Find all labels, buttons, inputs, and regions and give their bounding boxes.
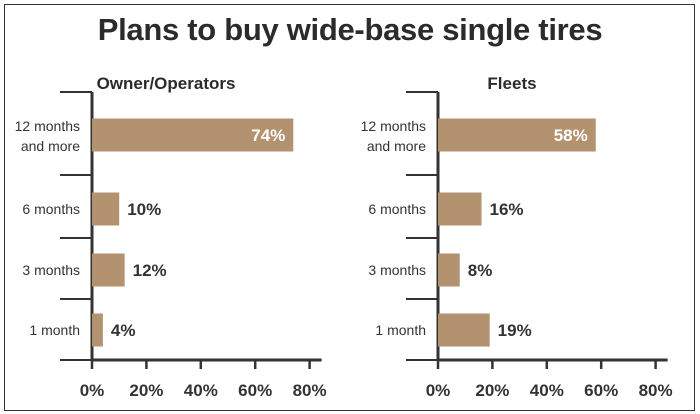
panel-1-x-tick-label: 80% — [293, 381, 327, 400]
panel-1-bar — [92, 118, 294, 152]
panel-2-x-tick-label: 0% — [426, 381, 451, 400]
panel-2-category-label: 12 months — [361, 118, 426, 134]
panel-2-title: Fleets — [487, 74, 536, 93]
panel-1-value-label: 74% — [251, 126, 285, 145]
panel-1-x-tick-label: 40% — [184, 381, 218, 400]
panel-2-x-tick-label: 40% — [530, 381, 564, 400]
panel-1-x-tick-label: 20% — [129, 381, 163, 400]
panel-2-x-tick-label: 60% — [584, 381, 618, 400]
panel-1-x-tick-label: 60% — [238, 381, 272, 400]
panel-2-value-label: 16% — [490, 200, 524, 219]
panel-2-value-label: 19% — [498, 321, 532, 340]
panel-1-category-label: 6 months — [22, 201, 80, 217]
panel-2-value-label: 8% — [468, 261, 493, 280]
panel-1-bar — [92, 192, 120, 226]
panel-2-category-label: 3 months — [368, 262, 426, 278]
panel-1-x-tick-label: 0% — [80, 381, 105, 400]
panel-1-category-label: 1 month — [29, 322, 80, 338]
panel-2-bar — [438, 313, 490, 347]
panel-1-category-label: 12 months — [15, 118, 80, 134]
panel-2-category-label: 6 months — [368, 201, 426, 217]
panel-1-bar — [92, 313, 103, 347]
panel-1-category-label: and more — [21, 138, 80, 154]
panel-2-value-label: 58% — [554, 126, 588, 145]
panel-2-bar — [438, 253, 460, 287]
panel-2-bar — [438, 118, 596, 152]
panel-1-value-label: 10% — [127, 200, 161, 219]
panel-2-x-tick-label: 20% — [475, 381, 509, 400]
panel-2-bar — [438, 192, 482, 226]
panel-2-x-tick-label: 80% — [639, 381, 673, 400]
panel-2-category-label: 1 month — [375, 322, 426, 338]
panel-1-value-label: 12% — [133, 261, 167, 280]
panel-2-category-label: and more — [367, 138, 426, 154]
panel-1-title: Owner/Operators — [97, 74, 236, 93]
chart-title: Plans to buy wide-base single tires — [97, 12, 603, 47]
panel-1-category-label: 3 months — [22, 262, 80, 278]
panel-1-bar — [92, 253, 125, 287]
panel-1-value-label: 4% — [111, 321, 136, 340]
